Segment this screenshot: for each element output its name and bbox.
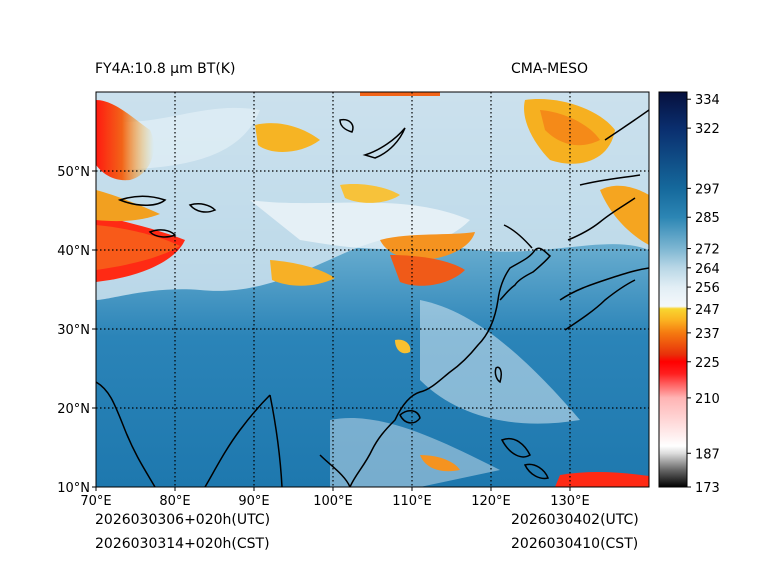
- brightness-temperature-field: [96, 92, 649, 487]
- colorbar: [659, 92, 687, 487]
- coastlines: [96, 109, 649, 487]
- colorbar-tick-label: 334: [695, 93, 720, 108]
- colorbar-tick-label: 187: [695, 447, 720, 462]
- x-tick-label: 110°E: [392, 494, 432, 509]
- x-tick-label: 80°E: [159, 494, 190, 509]
- colorbar-tick-label: 322: [695, 122, 720, 137]
- gridlines: [96, 92, 649, 487]
- x-tick-label: 90°E: [238, 494, 269, 509]
- valid-time-utc: 2026030402(UTC): [511, 512, 639, 528]
- colorbar-tick-label: 210: [695, 392, 720, 407]
- init-time-cst: 2026030314+020h(CST): [95, 536, 270, 552]
- colorbar-tick-label: 264: [695, 262, 720, 277]
- colorbar-tick-label: 256: [695, 281, 720, 296]
- y-axis: 10°N 20°N 30°N 40°N 50°N: [57, 165, 96, 496]
- valid-time-cst: 2026030410(CST): [511, 536, 639, 552]
- colorbar-tick-label: 225: [695, 356, 720, 371]
- colorbar-tick-label: 285: [695, 211, 720, 226]
- colorbar-tick-label: 297: [695, 182, 720, 197]
- y-tick-label: 40°N: [57, 244, 90, 259]
- colorbar-frame: [658, 91, 688, 488]
- colorbar-tick-label: 173: [695, 481, 720, 496]
- colorbar-tick-label: 247: [695, 303, 720, 318]
- y-tick-label: 10°N: [57, 481, 90, 496]
- y-tick-label: 30°N: [57, 323, 90, 338]
- plot-frame: [95, 91, 650, 488]
- colorbar-tick-label: 237: [695, 327, 720, 342]
- x-tick-label: 70°E: [80, 494, 111, 509]
- y-tick-label: 50°N: [57, 165, 90, 180]
- x-tick-label: 100°E: [313, 494, 353, 509]
- chart-title-left: FY4A:10.8 µm BT(K): [95, 61, 236, 77]
- init-time-utc: 2026030306+020h(UTC): [95, 512, 271, 528]
- y-tick-label: 20°N: [57, 402, 90, 417]
- chart-title-right: CMA-MESO: [511, 61, 589, 77]
- x-tick-label: 120°E: [471, 494, 511, 509]
- colorbar-tick-label: 272: [695, 243, 720, 258]
- x-axis: 70°E 80°E 90°E 100°E 110°E 120°E 130°E: [80, 487, 590, 509]
- colorbar-ticks: 334 322 297 285 272 264 256 247 237 225 210 187 173: [687, 93, 720, 496]
- x-tick-label: 130°E: [550, 494, 590, 509]
